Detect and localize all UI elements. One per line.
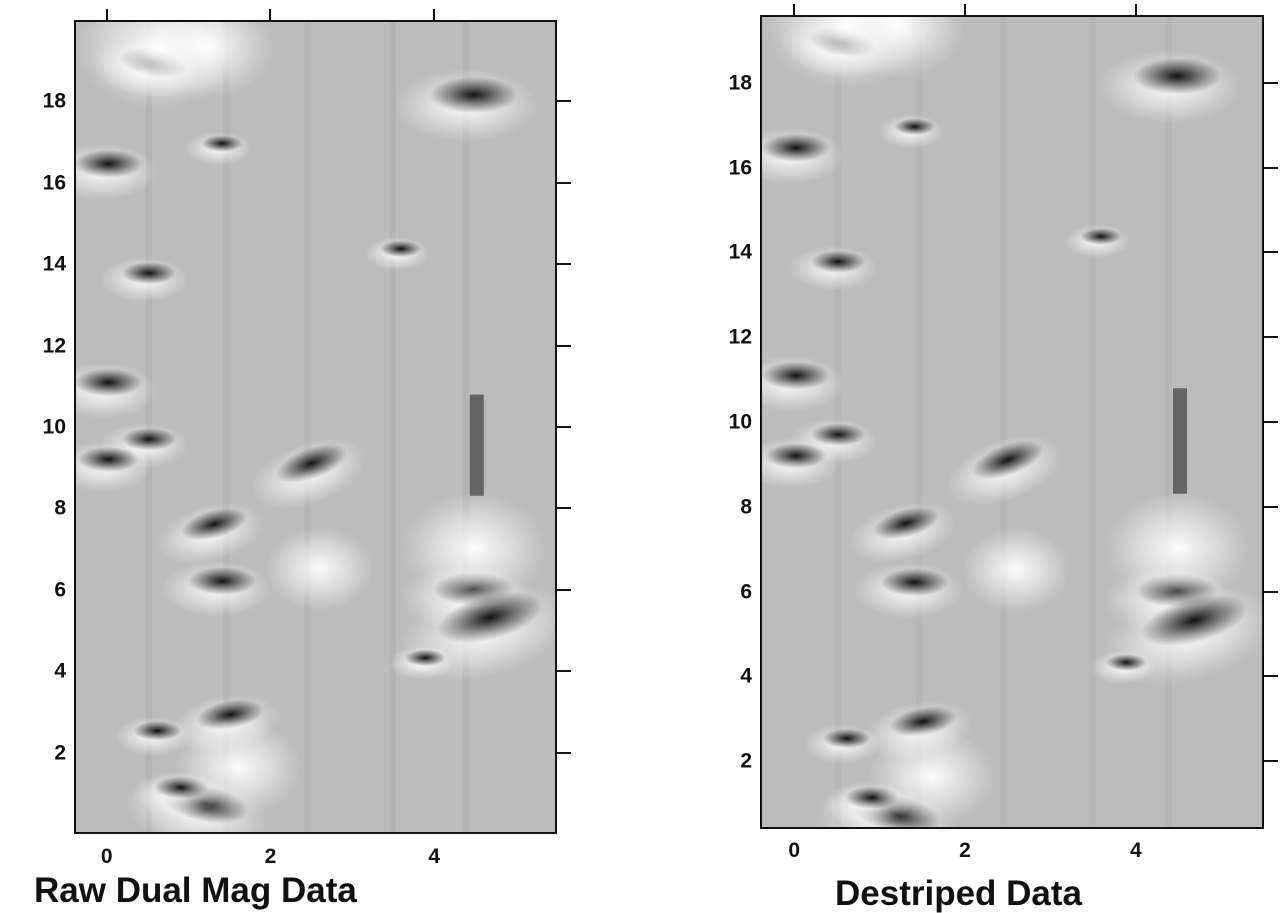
y-tick-mark: [1264, 336, 1278, 339]
y-tick-label: 14: [728, 240, 752, 264]
y-tick-mark: [557, 100, 571, 103]
survey-line-stripe: [462, 22, 469, 832]
x-tick-label: 4: [428, 845, 441, 868]
y-tick-label: 18: [728, 71, 752, 95]
y-tick-label: 12: [42, 334, 66, 358]
x-tick-mark: [433, 9, 436, 20]
raw-map-caption: Raw Dual Mag Data: [34, 871, 357, 910]
bright-lobe: [962, 527, 1071, 612]
y-tick-label: 10: [42, 415, 66, 439]
dipole-anomaly: [762, 127, 845, 184]
dipole-anomaly: [877, 114, 944, 149]
anomaly-streak: [1173, 388, 1188, 494]
dipole-anomaly: [185, 131, 252, 166]
dipole-anomaly: [388, 645, 455, 680]
dipole-anomaly: [76, 143, 158, 200]
bright-lobe: [138, 22, 274, 99]
x-tick-label: 0: [788, 839, 800, 862]
x-tick-mark: [105, 9, 108, 20]
y-tick-mark: [1264, 166, 1278, 169]
survey-line-stripe: [1089, 17, 1096, 827]
dipole-anomaly: [853, 562, 964, 619]
y-tick-mark: [557, 426, 571, 428]
dipole-anomaly: [1089, 650, 1156, 685]
y-tick-mark: [1264, 251, 1278, 254]
y-tick-label: 4: [54, 659, 66, 683]
x-tick-mark: [269, 9, 272, 20]
dipole-anomaly: [114, 716, 192, 756]
survey-line-stripe: [1165, 17, 1172, 827]
survey-line-stripe: [1000, 17, 1007, 827]
survey-line-stripe: [304, 22, 311, 832]
y-tick-label: 6: [740, 580, 752, 604]
y-tick-mark: [1264, 81, 1278, 84]
dipole-anomaly: [394, 68, 538, 142]
y-tick-mark: [557, 751, 571, 754]
y-tick-label: 16: [42, 171, 66, 195]
y-tick-label: 8: [740, 495, 752, 519]
dipole-anomaly: [946, 434, 1063, 507]
x-tick-label: 2: [264, 845, 277, 868]
dipole-anomaly: [848, 501, 956, 564]
y-tick-mark: [1264, 675, 1278, 678]
bright-lobe: [175, 718, 302, 817]
dipole-anomaly: [804, 724, 882, 764]
bright-lobe: [401, 492, 546, 605]
dipole-anomaly: [1064, 224, 1131, 258]
dipole-anomaly: [250, 438, 367, 510]
destriped-map-caption: Destriped Data: [835, 874, 1083, 913]
y-tick-mark: [1264, 590, 1278, 593]
dipole-anomaly: [364, 236, 431, 271]
anomaly-streak: [469, 394, 484, 496]
raw-mag-map: [74, 20, 557, 834]
y-tick-label: 12: [728, 325, 752, 349]
y-tick-mark: [1264, 505, 1278, 508]
dipole-anomaly: [76, 441, 153, 492]
y-tick-label: 4: [740, 664, 752, 688]
y-tick-mark: [557, 344, 571, 347]
survey-line-stripe: [389, 22, 396, 832]
y-tick-label: 14: [42, 252, 66, 276]
dipole-anomaly: [100, 257, 189, 302]
dipole-anomaly: [762, 355, 845, 412]
x-tick-mark: [1134, 4, 1137, 15]
bright-lobe: [1105, 492, 1250, 605]
destriped-map: [760, 15, 1264, 829]
y-tick-label: 2: [54, 741, 66, 765]
y-tick-mark: [557, 507, 571, 510]
bright-lobe: [830, 17, 966, 78]
bright-lobe: [265, 526, 374, 611]
x-tick-label: 4: [1130, 839, 1142, 862]
dipole-anomaly: [762, 437, 840, 489]
dipole-anomaly: [156, 502, 264, 565]
y-tick-mark: [557, 670, 571, 673]
x-tick-label: 2: [959, 839, 971, 862]
y-tick-mark: [1264, 421, 1278, 423]
magnetic-field-image: [762, 17, 1262, 827]
dipole-anomaly: [76, 362, 158, 419]
y-tick-label: 16: [728, 156, 752, 180]
x-tick-label: 0: [100, 845, 113, 868]
y-tick-label: 6: [54, 578, 66, 602]
dipole-anomaly: [1097, 50, 1241, 123]
y-tick-mark: [1264, 760, 1278, 763]
x-tick-mark: [964, 4, 967, 15]
survey-line-stripe: [223, 22, 230, 832]
magnetic-field-image: [76, 22, 555, 832]
survey-line-stripe: [915, 17, 922, 827]
x-tick-mark: [793, 4, 796, 15]
bright-lobe: [868, 727, 995, 826]
y-tick-label: 2: [740, 749, 752, 773]
dipole-anomaly: [789, 245, 878, 291]
y-tick-mark: [557, 263, 571, 266]
y-tick-mark: [557, 588, 571, 591]
y-tick-label: 8: [54, 496, 66, 520]
dipole-anomaly: [161, 560, 272, 617]
y-tick-label: 10: [728, 410, 752, 434]
y-tick-mark: [557, 181, 571, 184]
y-tick-label: 18: [42, 89, 66, 113]
